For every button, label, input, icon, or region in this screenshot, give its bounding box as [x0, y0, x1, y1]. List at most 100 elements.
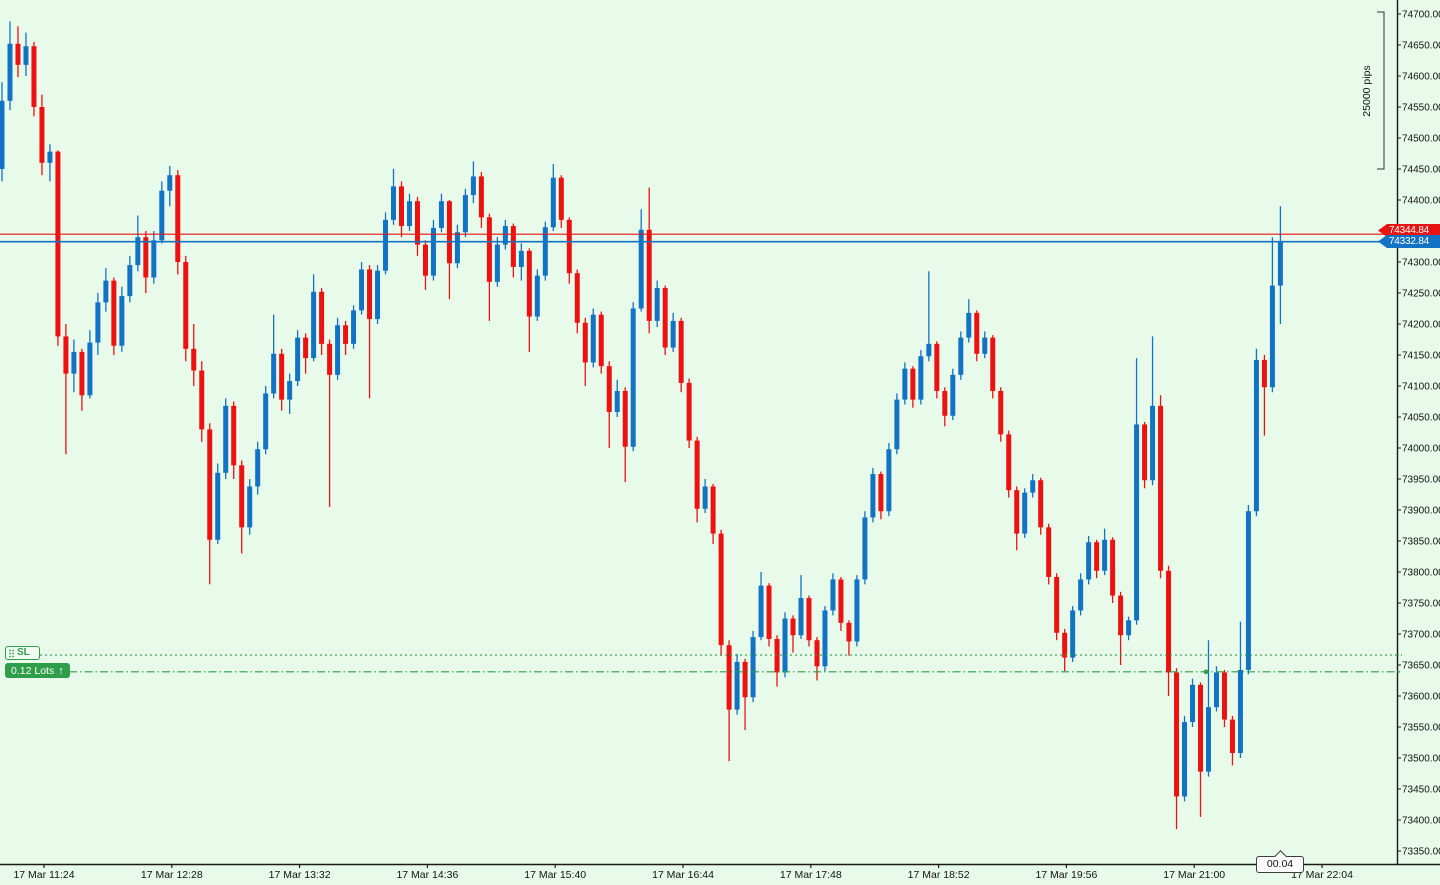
svg-text:73950.00: 73950.00	[1402, 475, 1440, 486]
candle	[199, 361, 205, 442]
candle	[1102, 528, 1108, 576]
position-lots-badge[interactable]: 0.12 Lots ↑	[5, 663, 70, 678]
svg-text:73900.00: 73900.00	[1402, 506, 1440, 517]
candle	[1118, 591, 1124, 665]
candle	[55, 150, 61, 346]
candle	[183, 255, 189, 362]
candle	[1269, 237, 1275, 393]
candle	[1086, 536, 1092, 585]
candle	[47, 144, 53, 182]
candle	[886, 443, 892, 517]
candle	[414, 196, 420, 256]
svg-text:73800.00: 73800.00	[1402, 568, 1440, 579]
candle	[846, 620, 852, 656]
bar-countdown: 00:04	[1256, 850, 1304, 873]
candle	[830, 573, 836, 616]
candle	[478, 172, 484, 228]
candle	[327, 339, 333, 507]
candle	[1237, 621, 1243, 758]
candle	[231, 401, 237, 479]
svg-text:73700.00: 73700.00	[1402, 630, 1440, 641]
candle	[462, 188, 468, 238]
candle	[175, 170, 181, 275]
candle	[558, 175, 564, 228]
candle	[119, 286, 125, 352]
candle	[718, 529, 724, 656]
svg-text:74050.00: 74050.00	[1402, 413, 1440, 424]
candle	[422, 240, 428, 290]
candle	[654, 280, 660, 328]
candle	[622, 387, 628, 483]
candle	[1014, 486, 1020, 551]
candle	[950, 368, 956, 421]
candle	[279, 348, 285, 411]
svg-text:74650.00: 74650.00	[1402, 41, 1440, 52]
candle	[734, 653, 740, 715]
candle	[351, 305, 357, 349]
candle	[367, 265, 373, 399]
svg-text:17 Mar 12:28: 17 Mar 12:28	[141, 869, 203, 881]
candle	[494, 237, 500, 287]
countdown-text: 00:04	[1266, 858, 1294, 870]
candle	[638, 209, 644, 312]
candle	[1046, 523, 1052, 585]
candle	[566, 217, 572, 284]
candle	[870, 467, 876, 523]
candles	[0, 21, 1283, 830]
candle	[1054, 573, 1060, 641]
candle	[1006, 430, 1012, 498]
svg-text:74450.00: 74450.00	[1402, 165, 1440, 176]
candle	[822, 606, 828, 672]
entry-dot	[1203, 669, 1209, 675]
svg-text:17 Mar 21:00: 17 Mar 21:00	[1163, 869, 1225, 881]
price-axis-labels[interactable]: 74700.00 74650.00 74600.00 74550.00 74500.00…	[1397, 10, 1440, 858]
candle	[263, 386, 269, 455]
svg-text:73600.00: 73600.00	[1402, 692, 1440, 703]
time-axis-labels[interactable]: 17 Mar 11:24 17 Mar 12:28 17 Mar 13:32 17 M…	[13, 864, 1353, 881]
candle	[598, 311, 604, 374]
svg-text:74500.00: 74500.00	[1402, 134, 1440, 145]
candle	[550, 164, 556, 231]
candle	[1062, 629, 1068, 672]
svg-text:74300.00: 74300.00	[1402, 258, 1440, 269]
candle	[359, 262, 365, 315]
candle	[702, 479, 708, 514]
svg-text:17 Mar 15:40: 17 Mar 15:40	[524, 869, 586, 881]
svg-text:74150.00: 74150.00	[1402, 351, 1440, 362]
candle	[1070, 606, 1076, 662]
candle	[750, 630, 756, 703]
candle	[1022, 488, 1028, 538]
candle	[303, 333, 309, 374]
svg-text:17 Mar 11:24: 17 Mar 11:24	[13, 869, 74, 881]
candle	[255, 441, 261, 495]
candle	[614, 379, 620, 417]
candle	[582, 317, 588, 386]
candle	[798, 575, 804, 639]
svg-text:17 Mar 13:32: 17 Mar 13:32	[269, 869, 331, 881]
candle	[926, 271, 932, 362]
candle	[1078, 573, 1084, 616]
candle	[79, 348, 85, 411]
candle	[375, 265, 381, 324]
svg-text:74000.00: 74000.00	[1402, 444, 1440, 455]
stop-loss-label[interactable]: SL	[5, 646, 40, 660]
candle	[470, 161, 476, 204]
ask-price-badge: 74344.84	[1378, 224, 1440, 237]
candle	[862, 511, 868, 585]
svg-text:74400.00: 74400.00	[1402, 196, 1440, 207]
candle	[910, 366, 916, 408]
candle	[1205, 640, 1211, 777]
pips-bracket	[1377, 11, 1385, 170]
candle	[207, 423, 213, 585]
candle	[838, 576, 844, 631]
candle	[510, 223, 516, 278]
candle	[1213, 666, 1219, 712]
candle	[518, 243, 524, 281]
candle	[590, 308, 596, 368]
candle	[343, 320, 349, 355]
candle	[399, 181, 404, 238]
svg-text:17 Mar 19:56: 17 Mar 19:56	[1035, 869, 1097, 881]
candle	[127, 255, 133, 303]
